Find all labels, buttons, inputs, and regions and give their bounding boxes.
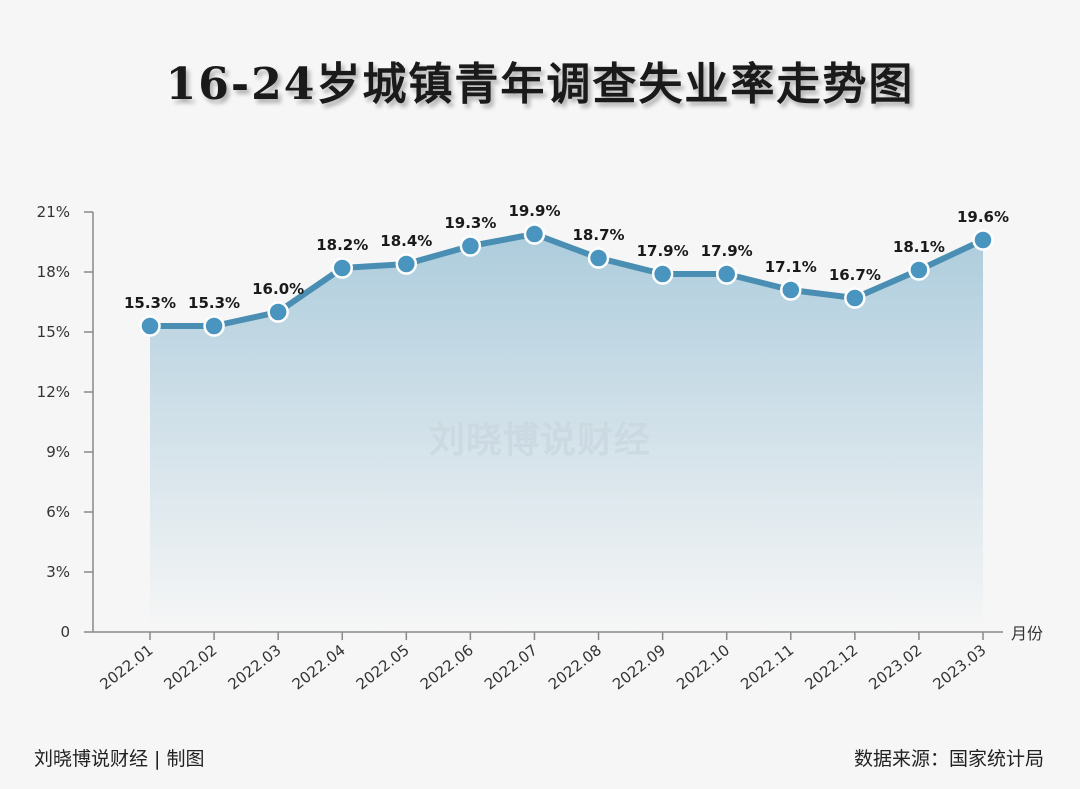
series-line	[147, 231, 986, 329]
data-value-label: 19.9%	[508, 202, 560, 220]
data-value-label: 16.7%	[829, 266, 881, 284]
x-tick-label: 2022.11	[737, 641, 797, 693]
watermark-text: 刘晓博说财经	[429, 420, 651, 461]
data-point-marker	[203, 315, 225, 337]
data-point-marker	[587, 247, 610, 269]
data-markers	[139, 223, 994, 337]
x-tick-label: 2022.06	[417, 641, 477, 693]
y-tick-label: 0	[60, 623, 70, 641]
data-point-marker	[972, 229, 994, 251]
data-point-marker	[844, 287, 866, 309]
x-tick-label: 2022.05	[353, 641, 413, 693]
data-value-label: 16.0%	[252, 280, 304, 298]
data-value-label: 19.6%	[957, 208, 1009, 226]
x-tick-label: 2023.03	[929, 641, 989, 693]
data-point-marker	[908, 259, 930, 281]
y-tick-label: 15%	[37, 323, 70, 341]
data-value-label: 18.4%	[380, 232, 432, 250]
data-value-label: 18.2%	[316, 236, 368, 254]
watermark: 刘晓博说财经	[429, 420, 651, 461]
x-tick-label: 2022.01	[96, 641, 156, 693]
x-tick-label: 2022.07	[481, 641, 541, 693]
data-value-label: 15.3%	[124, 294, 176, 312]
x-tick-label: 2022.09	[609, 641, 669, 693]
y-tick-label: 18%	[37, 263, 70, 281]
chart-title: 16-24岁城镇青年调查失业率走势图	[165, 59, 915, 110]
data-value-label: 18.7%	[573, 226, 625, 244]
data-value-label: 17.9%	[637, 242, 689, 260]
data-point-marker	[267, 301, 289, 323]
x-axis-unit-label: 月份	[1011, 624, 1043, 643]
x-tick-label: 2022.04	[289, 641, 349, 693]
x-tick-label: 2022.12	[801, 641, 861, 693]
data-point-marker	[523, 223, 546, 245]
data-point-marker	[651, 263, 674, 285]
y-tick-label: 6%	[46, 503, 70, 521]
x-tick-label: 2022.08	[545, 641, 605, 693]
data-point-marker	[459, 235, 482, 257]
area-fill	[150, 234, 983, 632]
y-tick-label: 3%	[46, 563, 70, 581]
data-point-marker	[715, 263, 738, 285]
data-value-label: 17.9%	[701, 242, 753, 260]
x-tick-label: 2022.10	[673, 641, 733, 693]
y-tick-label: 9%	[46, 443, 70, 461]
data-point-marker	[139, 315, 161, 337]
data-value-label: 17.1%	[765, 258, 817, 276]
y-tick-label: 21%	[37, 203, 70, 221]
x-tick-label: 2022.03	[225, 641, 285, 693]
footer-credit: 刘晓博说财经 | 制图	[34, 748, 205, 770]
area-path	[150, 234, 983, 632]
data-labels: 15.3% 15.3% 16.0% 18.2% 18.4% 19.3% 19.9% 18.7%…	[124, 202, 1009, 312]
y-tick-label: 12%	[37, 383, 70, 401]
footer-source: 数据来源：国家统计局	[853, 748, 1044, 770]
data-point-marker	[331, 257, 353, 279]
data-value-label: 18.1%	[893, 238, 945, 256]
data-line	[147, 231, 986, 329]
data-value-label: 15.3%	[188, 294, 240, 312]
data-point-marker	[780, 279, 802, 301]
data-value-label: 19.3%	[444, 214, 496, 232]
data-point-marker	[395, 253, 418, 275]
x-tick-label: 2022.02	[161, 641, 221, 693]
x-tick-label: 2023.02	[865, 641, 925, 693]
